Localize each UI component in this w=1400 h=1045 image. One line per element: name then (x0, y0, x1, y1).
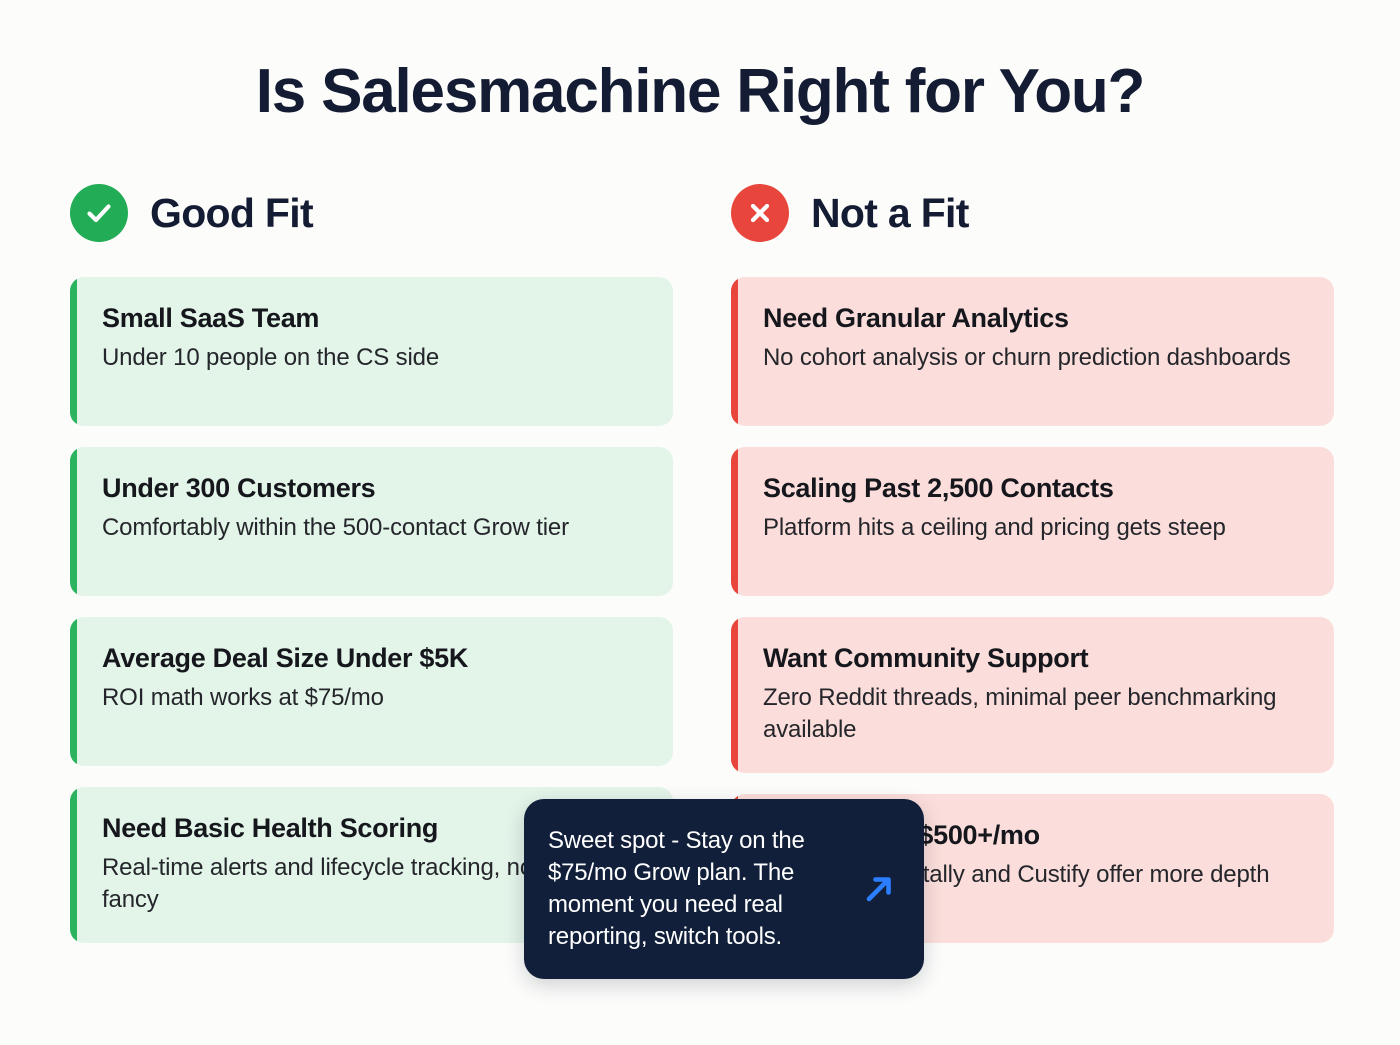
not-a-fit-card[interactable]: Scaling Past 2,500 Contacts Platform hit… (731, 447, 1334, 596)
card-title: Want Community Support (763, 643, 1089, 673)
not-a-fit-card[interactable]: Need Granular Analytics No cohort analys… (731, 277, 1334, 426)
card-title: Need Basic Health Scoring (102, 813, 439, 843)
card-description: Comfortably within the 500-contact Grow … (102, 513, 569, 541)
card-title: Small SaaS Team (102, 303, 320, 333)
good-fit-card[interactable]: Under 300 Customers Comfortably within t… (70, 447, 673, 596)
sweet-spot-callout[interactable]: Sweet spot - Stay on the $75/mo Grow pla… (524, 799, 924, 979)
card-description: Platform hits a ceiling and pricing gets… (763, 513, 1226, 541)
not-a-fit-column: Not a Fit Need Granular Analytics No coh… (731, 182, 1334, 964)
card-title: Need Granular Analytics (763, 303, 1069, 333)
not-a-fit-header: Not a Fit (731, 182, 1334, 244)
x-circle-icon (731, 184, 789, 242)
good-fit-header: Good Fit (70, 182, 673, 244)
good-fit-card[interactable]: Small SaaS Team Under 10 people on the C… (70, 277, 673, 426)
card-title: Under 300 Customers (102, 473, 376, 503)
not-a-fit-title: Not a Fit (811, 189, 969, 236)
arrow-up-right-icon[interactable] (856, 866, 902, 912)
page-title: Is Salesmachine Right for You? (255, 57, 1146, 126)
card-title: Average Deal Size Under $5K (102, 643, 469, 673)
not-a-fit-card[interactable]: Want Community Support Zero Reddit threa… (731, 617, 1334, 774)
card-description: ROI math works at $75/mo (102, 683, 384, 711)
card-description: Zero Reddit threads, minimal peer benchm… (763, 683, 1277, 744)
card-description: Real-time alerts and lifecycle tracking,… (102, 853, 585, 914)
card-title: Scaling Past 2,500 Contacts (763, 473, 1114, 503)
check-circle-icon (70, 184, 128, 242)
good-fit-card[interactable]: Average Deal Size Under $5K ROI math wor… (70, 617, 673, 766)
card-description: No cohort analysis or churn prediction d… (763, 343, 1291, 371)
good-fit-title: Good Fit (150, 189, 314, 236)
card-description: Under 10 people on the CS side (102, 343, 440, 371)
callout-text: Sweet spot - Stay on the $75/mo Grow pla… (548, 826, 805, 951)
